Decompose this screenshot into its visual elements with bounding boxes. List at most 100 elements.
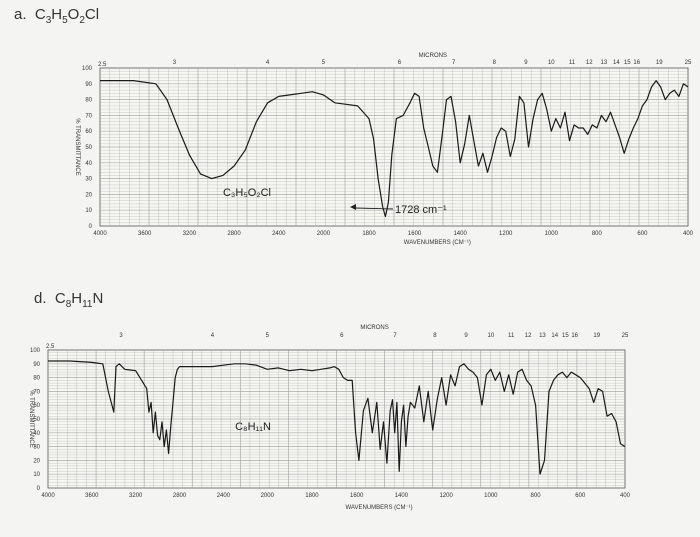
micron-tick-label: 3: [119, 333, 123, 339]
y-tick-label: 10: [85, 208, 92, 214]
y-tick-label: 30: [85, 177, 92, 183]
y-tick-label: 90: [33, 362, 40, 368]
micron-tick-label: 11: [569, 60, 576, 66]
y-tick-label: 50: [33, 417, 40, 423]
micron-tick-label: 5: [266, 333, 270, 339]
y-tick-label: 10: [33, 472, 40, 478]
micron-tick-label: 19: [656, 60, 663, 66]
micron-tick-label: 25: [622, 333, 629, 339]
x-tick-label: 1800: [362, 231, 376, 237]
peak-annotation: 1728 cm⁻¹: [395, 204, 447, 216]
x-tick-label: 2400: [272, 231, 286, 237]
y-tick-label: 80: [85, 98, 92, 104]
y-tick-label: 70: [85, 113, 92, 119]
x-tick-label: 1200: [439, 493, 453, 499]
x-tick-label: 1000: [484, 493, 498, 499]
x-tick-label: 3200: [183, 231, 197, 237]
y-tick-label: 0: [89, 224, 93, 230]
x-tick-label: 2000: [261, 493, 275, 499]
micron-tick-label: 13: [539, 333, 546, 339]
y-tick-label: 60: [33, 403, 40, 409]
x-tick-label: 4000: [93, 231, 107, 237]
problem-letter: a.: [14, 6, 27, 23]
micron-tick-label: 6: [340, 333, 344, 339]
micron-tick-label: 25: [685, 60, 692, 66]
micron-tick-label: 11: [508, 333, 515, 339]
y-tick-label: 100: [30, 348, 41, 354]
micron-tick-label: 5: [322, 60, 326, 66]
spectrum-line: [100, 79, 689, 218]
y-tick-label: 80: [33, 376, 40, 382]
x-tick-label: 1400: [395, 493, 409, 499]
micron-tick-label: 9: [464, 333, 468, 339]
micron-tick-label: 10: [488, 333, 495, 339]
y-tick-label: 90: [85, 82, 92, 88]
x-tick-label: 2800: [173, 493, 187, 499]
x-tick-label: 400: [620, 493, 631, 499]
micron-tick-label: 9: [524, 60, 528, 66]
x-tick-label: 1800: [305, 493, 319, 499]
subscript-h: 5: [62, 15, 68, 26]
y-tick-label: 40: [33, 431, 40, 437]
problem-label-a: a. C3H5O2Cl: [14, 6, 99, 26]
micron-tick-label: 3: [173, 60, 177, 66]
micron-tick-label: 15: [624, 60, 631, 66]
x-tick-label: 400: [683, 231, 694, 237]
micron-tick-label: 7: [393, 333, 397, 339]
annotation-arrow: [353, 207, 394, 210]
y-tick-label: 40: [85, 161, 92, 167]
micron-tick-label: 15: [562, 333, 569, 339]
subscript-o: 2: [79, 15, 85, 26]
x-tick-label: 600: [575, 493, 586, 499]
micron-tick-label: 12: [586, 60, 593, 66]
x-tick-label: 4000: [41, 493, 55, 499]
x-tick-label: 2400: [217, 493, 231, 499]
micron-tick-label: 4: [266, 60, 270, 66]
microns-label: MICRONS: [360, 325, 388, 331]
x-axis-title: WAVENUMBERS (CM⁻¹): [345, 505, 412, 511]
formula: C8H11N: [54, 290, 104, 310]
compound-label: C₈H₁₁N: [235, 421, 271, 433]
x-tick-label: 800: [592, 231, 603, 237]
problem-label-d: d. C8H11N: [34, 290, 103, 310]
subscript-h: 11: [82, 299, 93, 310]
compound-label: C₃H₅O₂Cl: [223, 187, 271, 199]
y-tick-label: 20: [33, 458, 40, 464]
x-tick-label: 600: [637, 231, 648, 237]
y-top-extra-label: 2.5: [46, 344, 55, 350]
formula: C3H5O2Cl: [34, 6, 100, 26]
microns-label: MICRONS: [419, 53, 447, 59]
micron-tick-label: 16: [571, 333, 578, 339]
x-tick-label: 1400: [453, 231, 467, 237]
micron-tick-label: 14: [613, 60, 620, 66]
x-tick-label: 2800: [227, 231, 241, 237]
y-tick-label: 20: [85, 192, 92, 198]
x-tick-label: 1000: [545, 231, 559, 237]
y-axis-title: % TRANSMITTANCE: [74, 118, 80, 175]
x-tick-label: 1200: [499, 231, 513, 237]
micron-tick-label: 19: [593, 333, 600, 339]
grid-lines: [48, 350, 625, 488]
micron-tick-label: 7: [452, 60, 456, 66]
micron-tick-label: 8: [433, 333, 437, 339]
x-tick-label: 3600: [138, 231, 152, 237]
y-tick-label: 60: [85, 129, 92, 135]
y-tick-label: 50: [85, 145, 92, 151]
y-top-extra-label: 2.5: [98, 62, 107, 68]
x-tick-label: 3600: [85, 493, 99, 499]
micron-tick-label: 12: [525, 333, 532, 339]
subscript-c: 3: [45, 15, 52, 26]
y-tick-label: 0: [37, 486, 41, 492]
x-tick-label: 1600: [408, 231, 422, 237]
micron-tick-label: 13: [601, 60, 608, 66]
x-tick-label: 1600: [350, 493, 364, 499]
y-tick-label: 30: [33, 445, 40, 451]
y-tick-label: 70: [33, 389, 40, 395]
x-axis-title: WAVENUMBERS (CM⁻¹): [404, 240, 471, 246]
spectrum-line: [48, 360, 626, 475]
micron-tick-label: 6: [398, 60, 402, 66]
problem-letter: d.: [34, 290, 47, 307]
